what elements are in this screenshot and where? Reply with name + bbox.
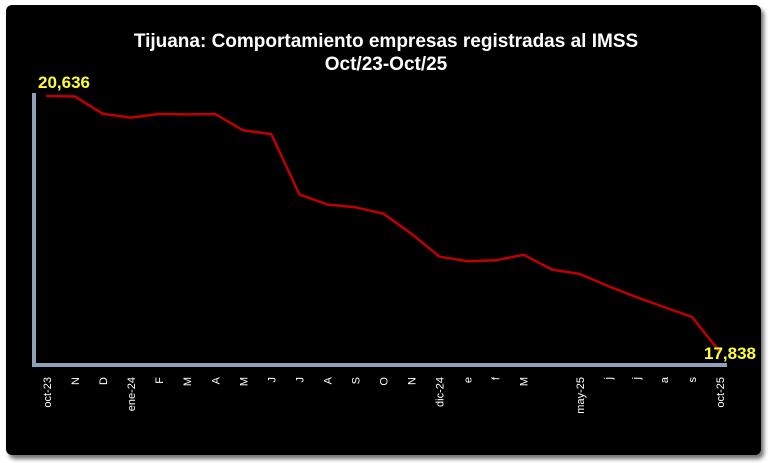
x-tick-label: S [350,377,362,384]
data-point [382,212,385,215]
x-tick-label: M [238,377,250,386]
data-point [326,203,329,206]
data-point [354,206,357,209]
x-tick-label: dic-24 [435,377,447,407]
data-point [73,95,77,98]
x-tick-label: M [519,377,531,386]
x-tick-label: oct-23 [42,377,54,408]
data-point [690,315,694,319]
data-point [186,113,189,116]
x-tick-label: e [463,377,475,383]
data-point [606,284,610,288]
data-point [157,112,161,116]
data-point [101,112,105,116]
data-point [466,260,469,263]
data-point [494,259,497,262]
data-point [522,253,525,257]
data-point [242,129,245,132]
data-label: 17,838 [704,344,756,363]
chart-data-labels: 20,636 17,838 [38,73,756,363]
data-point [298,193,301,196]
data-point [634,295,638,299]
x-tick-label: A [210,376,222,384]
x-tick-label: j [603,377,615,380]
data-label: 20,636 [38,73,90,92]
x-tick-label: may-25 [575,377,587,414]
chart-frame: Tijuana: Comportamiento empresas registr… [6,5,761,455]
x-tick-label: D [98,377,110,385]
y-axis-line [32,93,36,365]
chart-series [45,94,722,354]
x-tick-label: j [631,377,643,380]
data-point [410,232,413,235]
x-tick-label: ene-24 [126,377,138,411]
data-point [578,272,581,276]
data-point [438,255,441,258]
data-point [662,305,666,309]
x-tick-label: J [294,377,306,383]
series-line [46,94,721,353]
data-point [718,350,722,354]
data-point [129,116,133,119]
x-tick-label: A [322,376,334,384]
data-point [550,268,553,271]
x-axis-line [32,363,727,367]
x-tick-label: N [70,377,82,385]
chart-title: Tijuana: Comportamiento empresas registr… [134,31,638,52]
x-tick-label: oct-25 [715,377,727,408]
data-point [270,132,273,136]
chart-canvas: Tijuana: Comportamiento empresas registr… [32,31,756,414]
chart-subtitle: Oct/23-Oct/25 [325,54,448,75]
x-tick-label: M [182,377,194,386]
x-tick-label: a [659,376,671,383]
x-tick-label: F [154,377,166,384]
x-tick-label: O [379,377,391,386]
x-tick-label: N [407,377,419,385]
chart-axes [32,93,727,367]
data-point [214,112,217,116]
data-point [45,94,49,98]
x-tick-label: s [687,377,699,383]
x-tick-label: f [491,376,503,380]
x-tick-label: J [266,377,278,383]
